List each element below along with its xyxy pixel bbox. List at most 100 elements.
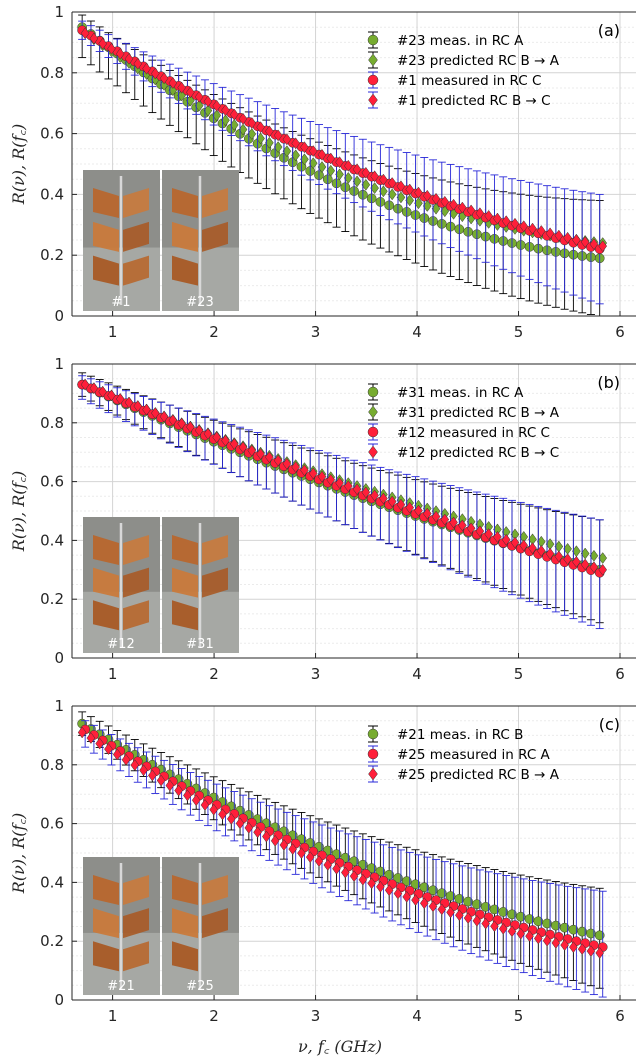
data-point (536, 225, 546, 237)
data-point (317, 470, 327, 483)
photo-copper-sheet (172, 221, 198, 252)
data-point (419, 882, 430, 893)
inset-photo-23: #23 (162, 170, 239, 311)
x-tick-label: 2 (209, 665, 219, 683)
photo-label: #25 (186, 979, 213, 994)
legend-label: #1 predicted RC B → C (397, 93, 551, 109)
data-point (554, 229, 564, 242)
x-tick-label: 6 (615, 665, 625, 683)
data-point (226, 812, 236, 825)
panel-label: (a) (598, 21, 620, 40)
data-point (501, 533, 511, 546)
photo-copper-sheet (172, 188, 198, 218)
data-point (445, 891, 456, 901)
y-tick-label: 0.8 (40, 64, 64, 82)
photo-copper-sheet (123, 221, 149, 252)
data-point (449, 198, 458, 211)
data-point (200, 799, 210, 811)
data-point (510, 536, 520, 549)
data-point (77, 726, 87, 739)
data-point (183, 789, 192, 802)
data-point (352, 163, 362, 176)
data-point (361, 486, 371, 499)
x-tick-label: 1 (108, 323, 118, 341)
data-point (387, 177, 397, 189)
photo-copper-sheet (93, 600, 119, 631)
data-point (151, 407, 160, 420)
data-point (525, 930, 534, 943)
photo-copper-sheet (123, 535, 149, 565)
data-point (428, 885, 438, 896)
photo-copper-sheet (123, 567, 149, 598)
data-point (335, 477, 344, 489)
data-point (437, 903, 447, 916)
photo-copper-sheet (172, 600, 198, 631)
x-tick-label: 4 (412, 323, 422, 341)
y-tick-label: 0.2 (40, 590, 64, 608)
data-point (256, 121, 265, 134)
data-point (490, 920, 499, 933)
data-point (405, 183, 415, 196)
data-point (270, 834, 280, 847)
inset-photo-25: #25 (162, 857, 239, 995)
photo-copper-sheet (172, 908, 198, 939)
photo-label: #12 (107, 637, 134, 652)
legend-label: #23 meas. in RC A (397, 33, 524, 49)
legend-label: #23 predicted RC B → A (397, 53, 560, 69)
legend-marker (367, 386, 379, 398)
data-point (352, 483, 362, 496)
data-point (341, 866, 350, 879)
data-point (177, 81, 186, 94)
data-point (229, 108, 239, 121)
data-point (238, 112, 248, 125)
data-point (247, 117, 257, 129)
legend-label: #21 meas. in RC B (397, 727, 523, 743)
data-point (209, 803, 219, 816)
data-point (308, 145, 318, 157)
data-point (458, 201, 467, 214)
legend-entry-1: #23 meas. in RC A (367, 31, 524, 49)
x-tick-label: 1 (108, 665, 118, 683)
data-point (367, 877, 376, 890)
data-point (484, 528, 493, 540)
legend-marker (367, 34, 379, 46)
photo-copper-sheet (123, 941, 149, 972)
legend-label: #25 measured in RC A (397, 747, 551, 763)
data-point (405, 501, 415, 514)
data-point (472, 914, 482, 927)
inset-photo-1: #1 (83, 170, 160, 311)
data-point (533, 932, 543, 945)
data-point (300, 464, 309, 477)
data-point (414, 186, 423, 199)
data-point (273, 454, 283, 467)
data-point (86, 732, 96, 744)
data-point (384, 869, 395, 880)
data-point (572, 555, 581, 568)
y-tick-label: 0.2 (40, 246, 64, 264)
data-point (466, 522, 476, 535)
data-point (218, 808, 227, 821)
data-point (115, 393, 125, 405)
data-point (396, 180, 406, 193)
legend-entry-4: #12 predicted RC B → C (368, 443, 559, 461)
data-point (466, 204, 476, 217)
data-point (256, 448, 265, 460)
x-tick-label: 6 (615, 323, 625, 341)
data-point (545, 547, 555, 560)
photo-copper-sheet (93, 221, 119, 252)
legend-entry-4: #1 predicted RC B → C (368, 91, 551, 109)
legend-marker (367, 748, 379, 760)
data-point (291, 461, 300, 473)
data-point (95, 737, 105, 750)
data-point (156, 774, 166, 787)
data-point (279, 839, 289, 851)
data-point (121, 753, 131, 766)
inset-photo-12: #12 (83, 517, 160, 653)
data-point (449, 516, 458, 529)
photo-copper-sheet (172, 255, 198, 286)
data-point (370, 170, 379, 183)
data-point (376, 880, 385, 893)
legend-marker (368, 405, 378, 419)
photo-copper-sheet (93, 875, 119, 905)
data-point (411, 894, 420, 907)
